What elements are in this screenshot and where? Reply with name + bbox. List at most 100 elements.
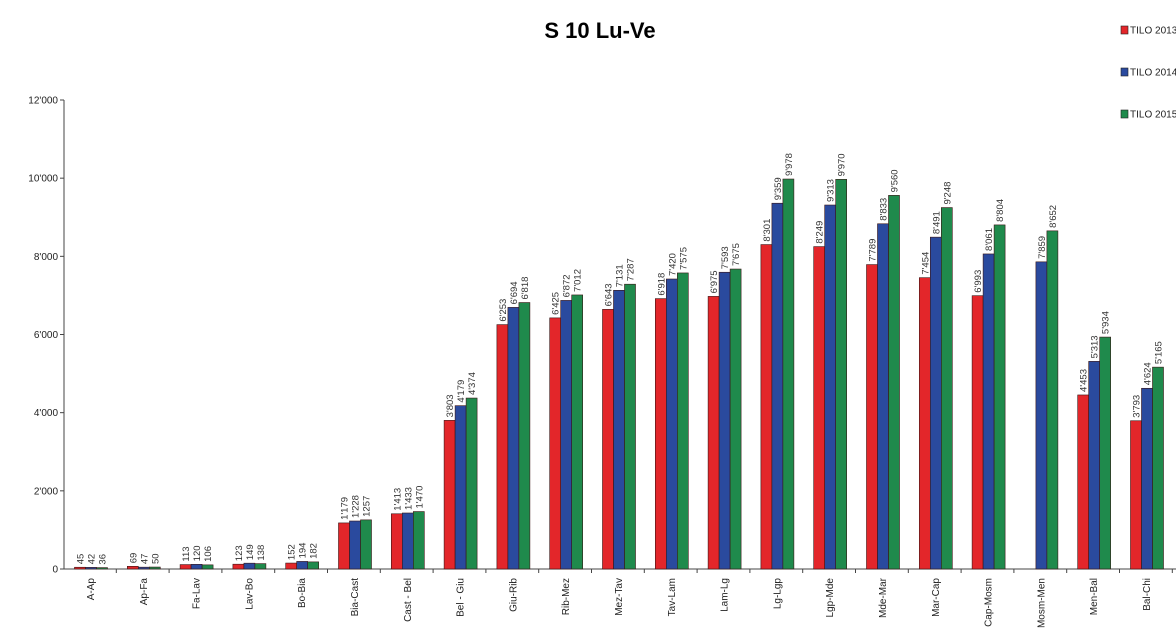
bar — [285, 562, 298, 570]
data-label: 9'248 — [942, 182, 953, 205]
bar — [888, 195, 900, 570]
bar — [307, 561, 320, 570]
bar — [993, 224, 1006, 570]
bar — [982, 253, 995, 570]
bar — [96, 567, 108, 570]
data-label: 7'593 — [720, 246, 731, 269]
bar — [1141, 387, 1153, 570]
bar — [349, 520, 361, 570]
data-label: 5'165 — [1154, 341, 1165, 364]
x-tick-label: Bal-Chi — [1142, 578, 1153, 611]
bar — [877, 223, 889, 570]
bar — [201, 564, 214, 570]
bar — [613, 289, 625, 570]
legend-swatch — [1120, 25, 1129, 35]
bar — [401, 512, 414, 570]
y-tick-label: 2'000 — [34, 486, 59, 497]
bar — [149, 566, 161, 570]
data-label: 50 — [150, 553, 161, 564]
data-label: 8'301 — [762, 219, 773, 242]
x-tick-label: Lg-Lgp — [772, 578, 783, 610]
data-label: 5'934 — [1101, 311, 1112, 334]
data-label: 9'560 — [890, 169, 901, 192]
bar — [813, 246, 826, 570]
x-tick-label: Mde-Mar — [878, 577, 889, 618]
bar — [835, 179, 848, 570]
data-label: 182 — [309, 543, 320, 559]
data-label: 6'425 — [551, 292, 562, 315]
x-tick-label: Ap-Fa — [139, 578, 150, 606]
y-axis: 0 2'000 4'000 6'000 8'000 10'000 12'000 — [28, 96, 65, 576]
data-label: 6'918 — [656, 273, 667, 296]
data-label: 4'374 — [467, 372, 478, 395]
data-label: 1'413 — [392, 488, 403, 511]
x-tick-label: Cap-Mosm — [984, 578, 995, 627]
bar — [1088, 361, 1100, 570]
bar — [443, 420, 456, 570]
data-label: 6'694 — [509, 281, 520, 304]
data-label: 7'575 — [678, 247, 689, 270]
bar — [138, 566, 150, 570]
data-label: 69 — [128, 553, 139, 564]
y-tick-label: 10'000 — [28, 174, 58, 185]
x-tick-label: Bo-Bia — [297, 578, 308, 608]
bar — [1046, 230, 1059, 570]
data-label: 8'249 — [815, 221, 826, 244]
x-tick-label: Mar-Cap — [931, 578, 942, 617]
bar — [1152, 366, 1164, 570]
bar — [824, 204, 837, 570]
bar — [654, 298, 667, 570]
data-label: 194 — [298, 543, 309, 559]
bar — [760, 244, 773, 570]
data-label: 6'993 — [973, 270, 984, 293]
y-tick-label: 12'000 — [28, 96, 58, 107]
bar — [454, 405, 467, 570]
data-label: 8'833 — [879, 198, 890, 221]
x-tick-label: Men-Bal — [1089, 578, 1100, 615]
x-tick-label: Giu-Rib — [508, 578, 519, 612]
bar — [571, 294, 584, 570]
bar — [929, 236, 942, 570]
data-label: 45 — [76, 554, 87, 565]
data-label: 1'228 — [351, 495, 362, 518]
data-label: 1'179 — [340, 497, 351, 520]
data-label: 7'454 — [920, 252, 931, 275]
data-label: 6'643 — [604, 283, 615, 306]
bar — [465, 397, 478, 570]
data-label: 42 — [87, 554, 98, 565]
data-label: 9'978 — [784, 153, 795, 176]
data-label: 8'652 — [1048, 205, 1059, 228]
bar — [866, 264, 878, 570]
bar — [971, 295, 984, 570]
data-label: 36 — [98, 554, 109, 565]
bar — [624, 283, 636, 570]
data-label: 6'975 — [709, 270, 720, 293]
bar — [718, 271, 731, 570]
legend-label: TILO 2013 — [1130, 26, 1176, 37]
data-label: 3'803 — [445, 394, 456, 417]
bar — [507, 307, 520, 570]
bar — [560, 300, 573, 570]
bar — [338, 522, 350, 570]
data-label: 7'859 — [1037, 236, 1048, 259]
bar — [782, 178, 795, 570]
bar — [518, 302, 531, 570]
x-tick-label: Bia-Cast — [350, 578, 361, 617]
data-label: 120 — [192, 545, 203, 561]
data-label: 8'491 — [931, 211, 942, 234]
bar — [1099, 336, 1111, 570]
bar — [190, 564, 203, 570]
bar — [412, 511, 425, 570]
bar — [602, 309, 614, 570]
data-label: 6'818 — [520, 277, 531, 300]
data-label: 1'470 — [414, 486, 425, 509]
x-tick-label: A-Ap — [86, 578, 97, 601]
data-label: 7'420 — [667, 253, 678, 276]
bar — [360, 519, 372, 570]
bar — [254, 563, 267, 570]
y-tick-label: 8'000 — [34, 252, 59, 263]
x-tick-label: Mosm-Men — [1036, 578, 1047, 628]
bar — [179, 564, 192, 570]
